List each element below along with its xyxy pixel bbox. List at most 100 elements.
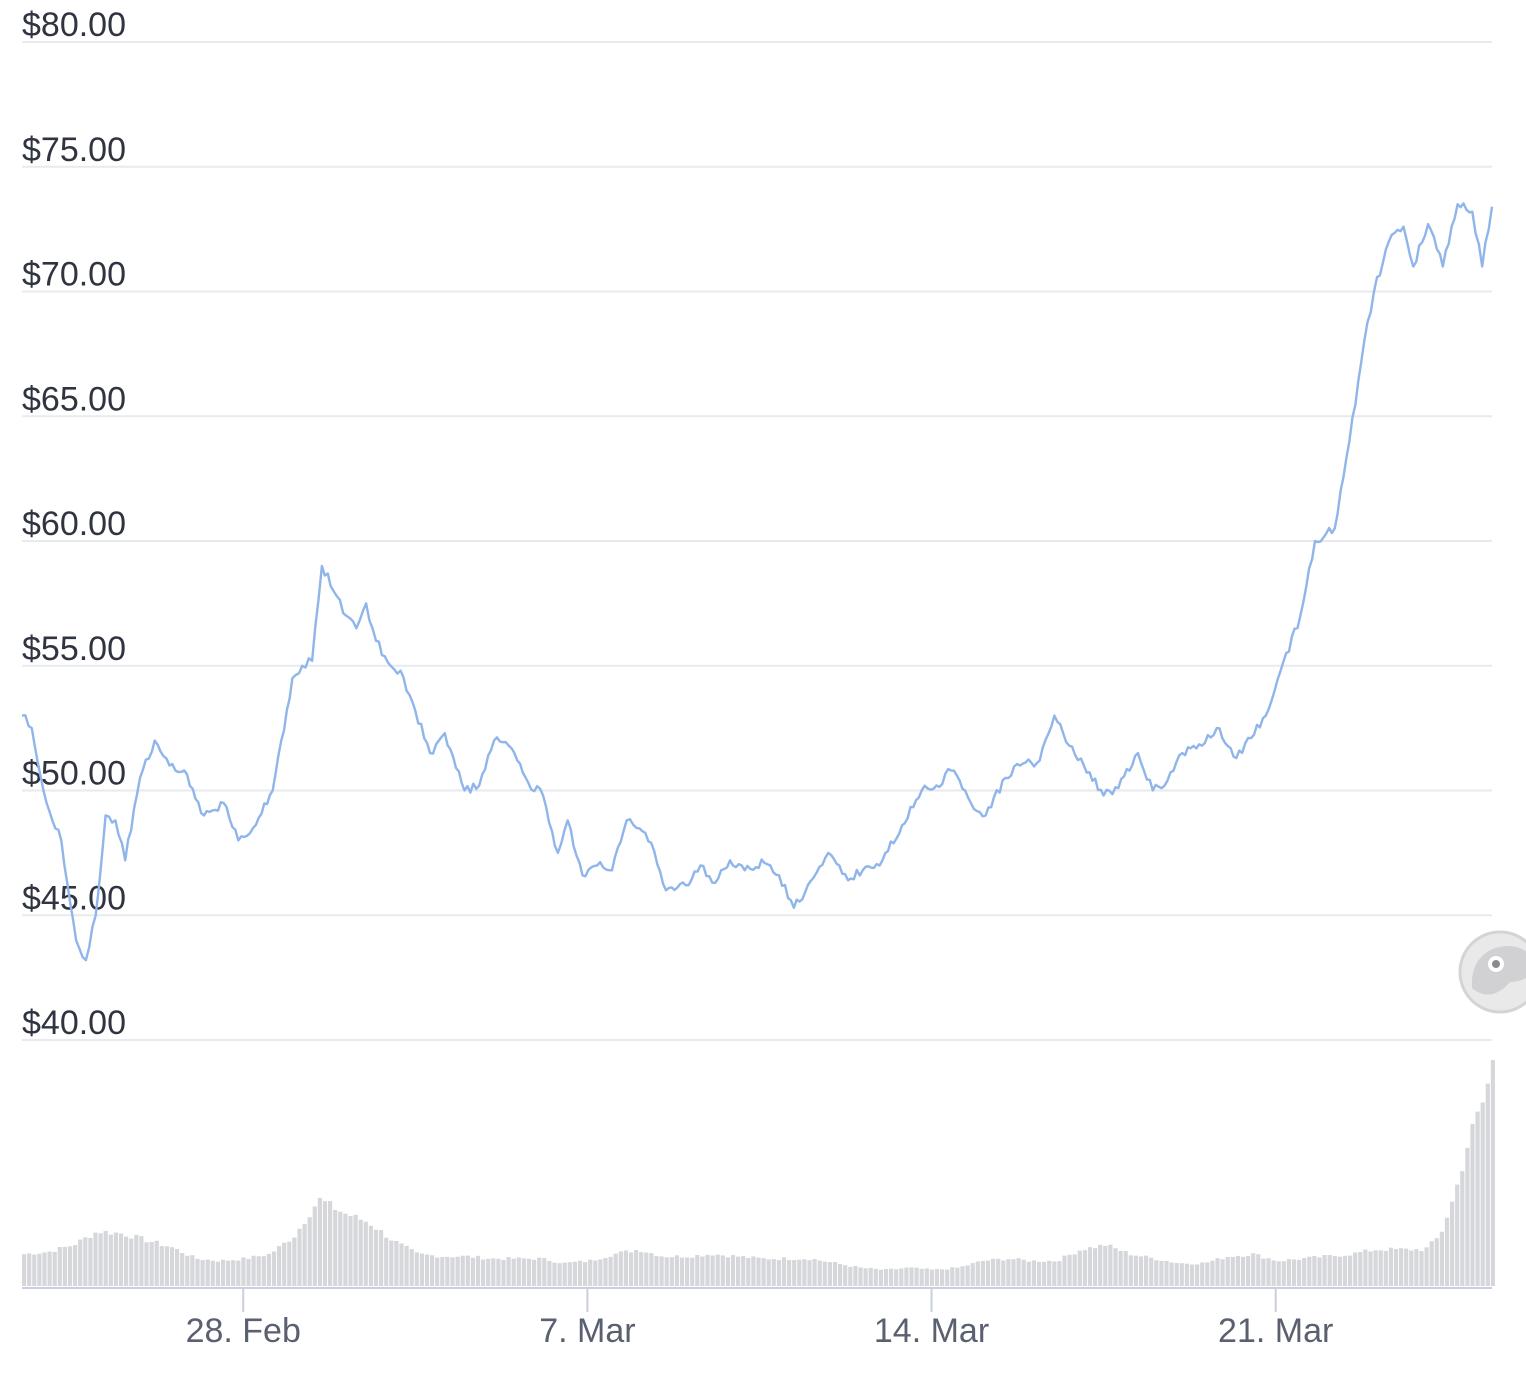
volume-bar (521, 1258, 526, 1286)
volume-bar (1286, 1259, 1291, 1286)
volume-bar (241, 1257, 246, 1286)
volume-bar (1036, 1261, 1042, 1286)
volume-bar (715, 1254, 720, 1286)
volume-bar (817, 1260, 822, 1286)
volume-bar (940, 1269, 945, 1286)
volume-bar (1429, 1241, 1434, 1286)
volume-bar (649, 1253, 654, 1286)
volume-bar (1353, 1252, 1358, 1286)
volume-bar (154, 1240, 159, 1286)
volume-bar (47, 1251, 52, 1286)
x-tick-label: 21. Mar (1218, 1312, 1333, 1350)
y-axis-labels: $40.00$45.00$50.00$55.00$60.00$65.00$70.… (22, 6, 126, 1042)
volume-bar (725, 1257, 730, 1286)
volume-bar (894, 1269, 899, 1286)
volume-bar (62, 1246, 67, 1286)
volume-bar (552, 1262, 557, 1286)
volume-bar (914, 1267, 919, 1286)
volume-bar (1031, 1260, 1036, 1286)
volume-bar (261, 1256, 266, 1286)
volume-bar (379, 1230, 384, 1286)
volume-bar (358, 1219, 363, 1286)
volume-bar (32, 1254, 37, 1286)
volume-bar (460, 1255, 465, 1286)
volume-bar (557, 1263, 562, 1286)
volume-bar (674, 1255, 679, 1286)
volume-bar (231, 1260, 236, 1286)
volume-bar (802, 1259, 807, 1286)
volume-bar (975, 1261, 980, 1286)
volume-bar (603, 1257, 608, 1286)
y-tick-label: $70.00 (22, 256, 126, 294)
volume-bar (965, 1265, 970, 1286)
volume-bar (929, 1269, 934, 1286)
volume-bar (1414, 1249, 1419, 1286)
price-line (21, 202, 1494, 962)
volume-bar (623, 1250, 628, 1286)
volume-bar (419, 1253, 424, 1286)
volume-bar (266, 1253, 271, 1286)
volume-bar (1067, 1254, 1072, 1286)
volume-bar (1312, 1255, 1317, 1286)
volume-bar (654, 1256, 659, 1286)
volume-bar (797, 1259, 802, 1286)
volume-bar (1337, 1256, 1342, 1286)
volume-bar (1317, 1257, 1322, 1286)
volume-bar (368, 1225, 373, 1286)
volume-bar (1215, 1258, 1220, 1286)
volume-bar (1368, 1251, 1373, 1286)
volume-bar (1475, 1111, 1480, 1286)
volume-bar (210, 1260, 215, 1286)
volume-bar (1082, 1250, 1087, 1286)
volume-bar (1399, 1248, 1404, 1286)
volume-bar (1047, 1260, 1052, 1286)
volume-bar (608, 1256, 613, 1286)
volume-bar (613, 1253, 618, 1286)
volume-bar (399, 1243, 404, 1286)
volume-bar (832, 1262, 838, 1286)
x-tick-label: 7. Mar (539, 1312, 635, 1350)
volume-bar (1409, 1250, 1414, 1286)
volume-bar (27, 1253, 32, 1286)
volume-bar (353, 1214, 358, 1286)
volume-bar (1465, 1147, 1470, 1286)
volume-bar (1393, 1248, 1399, 1286)
volume-bar (1072, 1254, 1077, 1286)
volume-bar (1419, 1251, 1424, 1286)
watermark-logo-icon (1458, 930, 1526, 1014)
volume-bar (1103, 1245, 1108, 1286)
volume-bar (1200, 1262, 1205, 1286)
volume-bar (664, 1257, 669, 1286)
volume-bar (1128, 1255, 1133, 1286)
volume-bar (1485, 1083, 1490, 1286)
volume-bar (628, 1252, 634, 1286)
volume-bars (22, 1060, 1495, 1286)
volume-bar (394, 1240, 399, 1286)
volume-bar (1205, 1262, 1210, 1286)
volume-bar (1108, 1244, 1113, 1286)
volume-bar (598, 1259, 603, 1286)
volume-bar (1174, 1262, 1179, 1286)
volume-bar (639, 1252, 644, 1286)
volume-bar (1169, 1262, 1174, 1286)
volume-bar (756, 1257, 761, 1286)
volume-bar (430, 1255, 435, 1286)
volume-bar (226, 1260, 231, 1286)
volume-bar (1327, 1255, 1332, 1286)
volume-bar (277, 1246, 282, 1286)
volume-bar (1297, 1259, 1302, 1286)
volume-bar (496, 1258, 501, 1286)
volume-bar (57, 1247, 62, 1286)
volume-bar (1470, 1123, 1475, 1286)
volume-bar (945, 1269, 950, 1286)
volume-bar (934, 1269, 940, 1286)
volume-bar (1383, 1251, 1388, 1286)
volume-bar (1220, 1259, 1225, 1286)
volume-bar (180, 1253, 185, 1286)
volume-bar (781, 1257, 787, 1286)
volume-bar (1052, 1261, 1057, 1286)
volume-bar (583, 1262, 588, 1286)
volume-bar (1235, 1255, 1240, 1286)
volume-bar (878, 1269, 883, 1286)
volume-bar (1077, 1250, 1082, 1286)
